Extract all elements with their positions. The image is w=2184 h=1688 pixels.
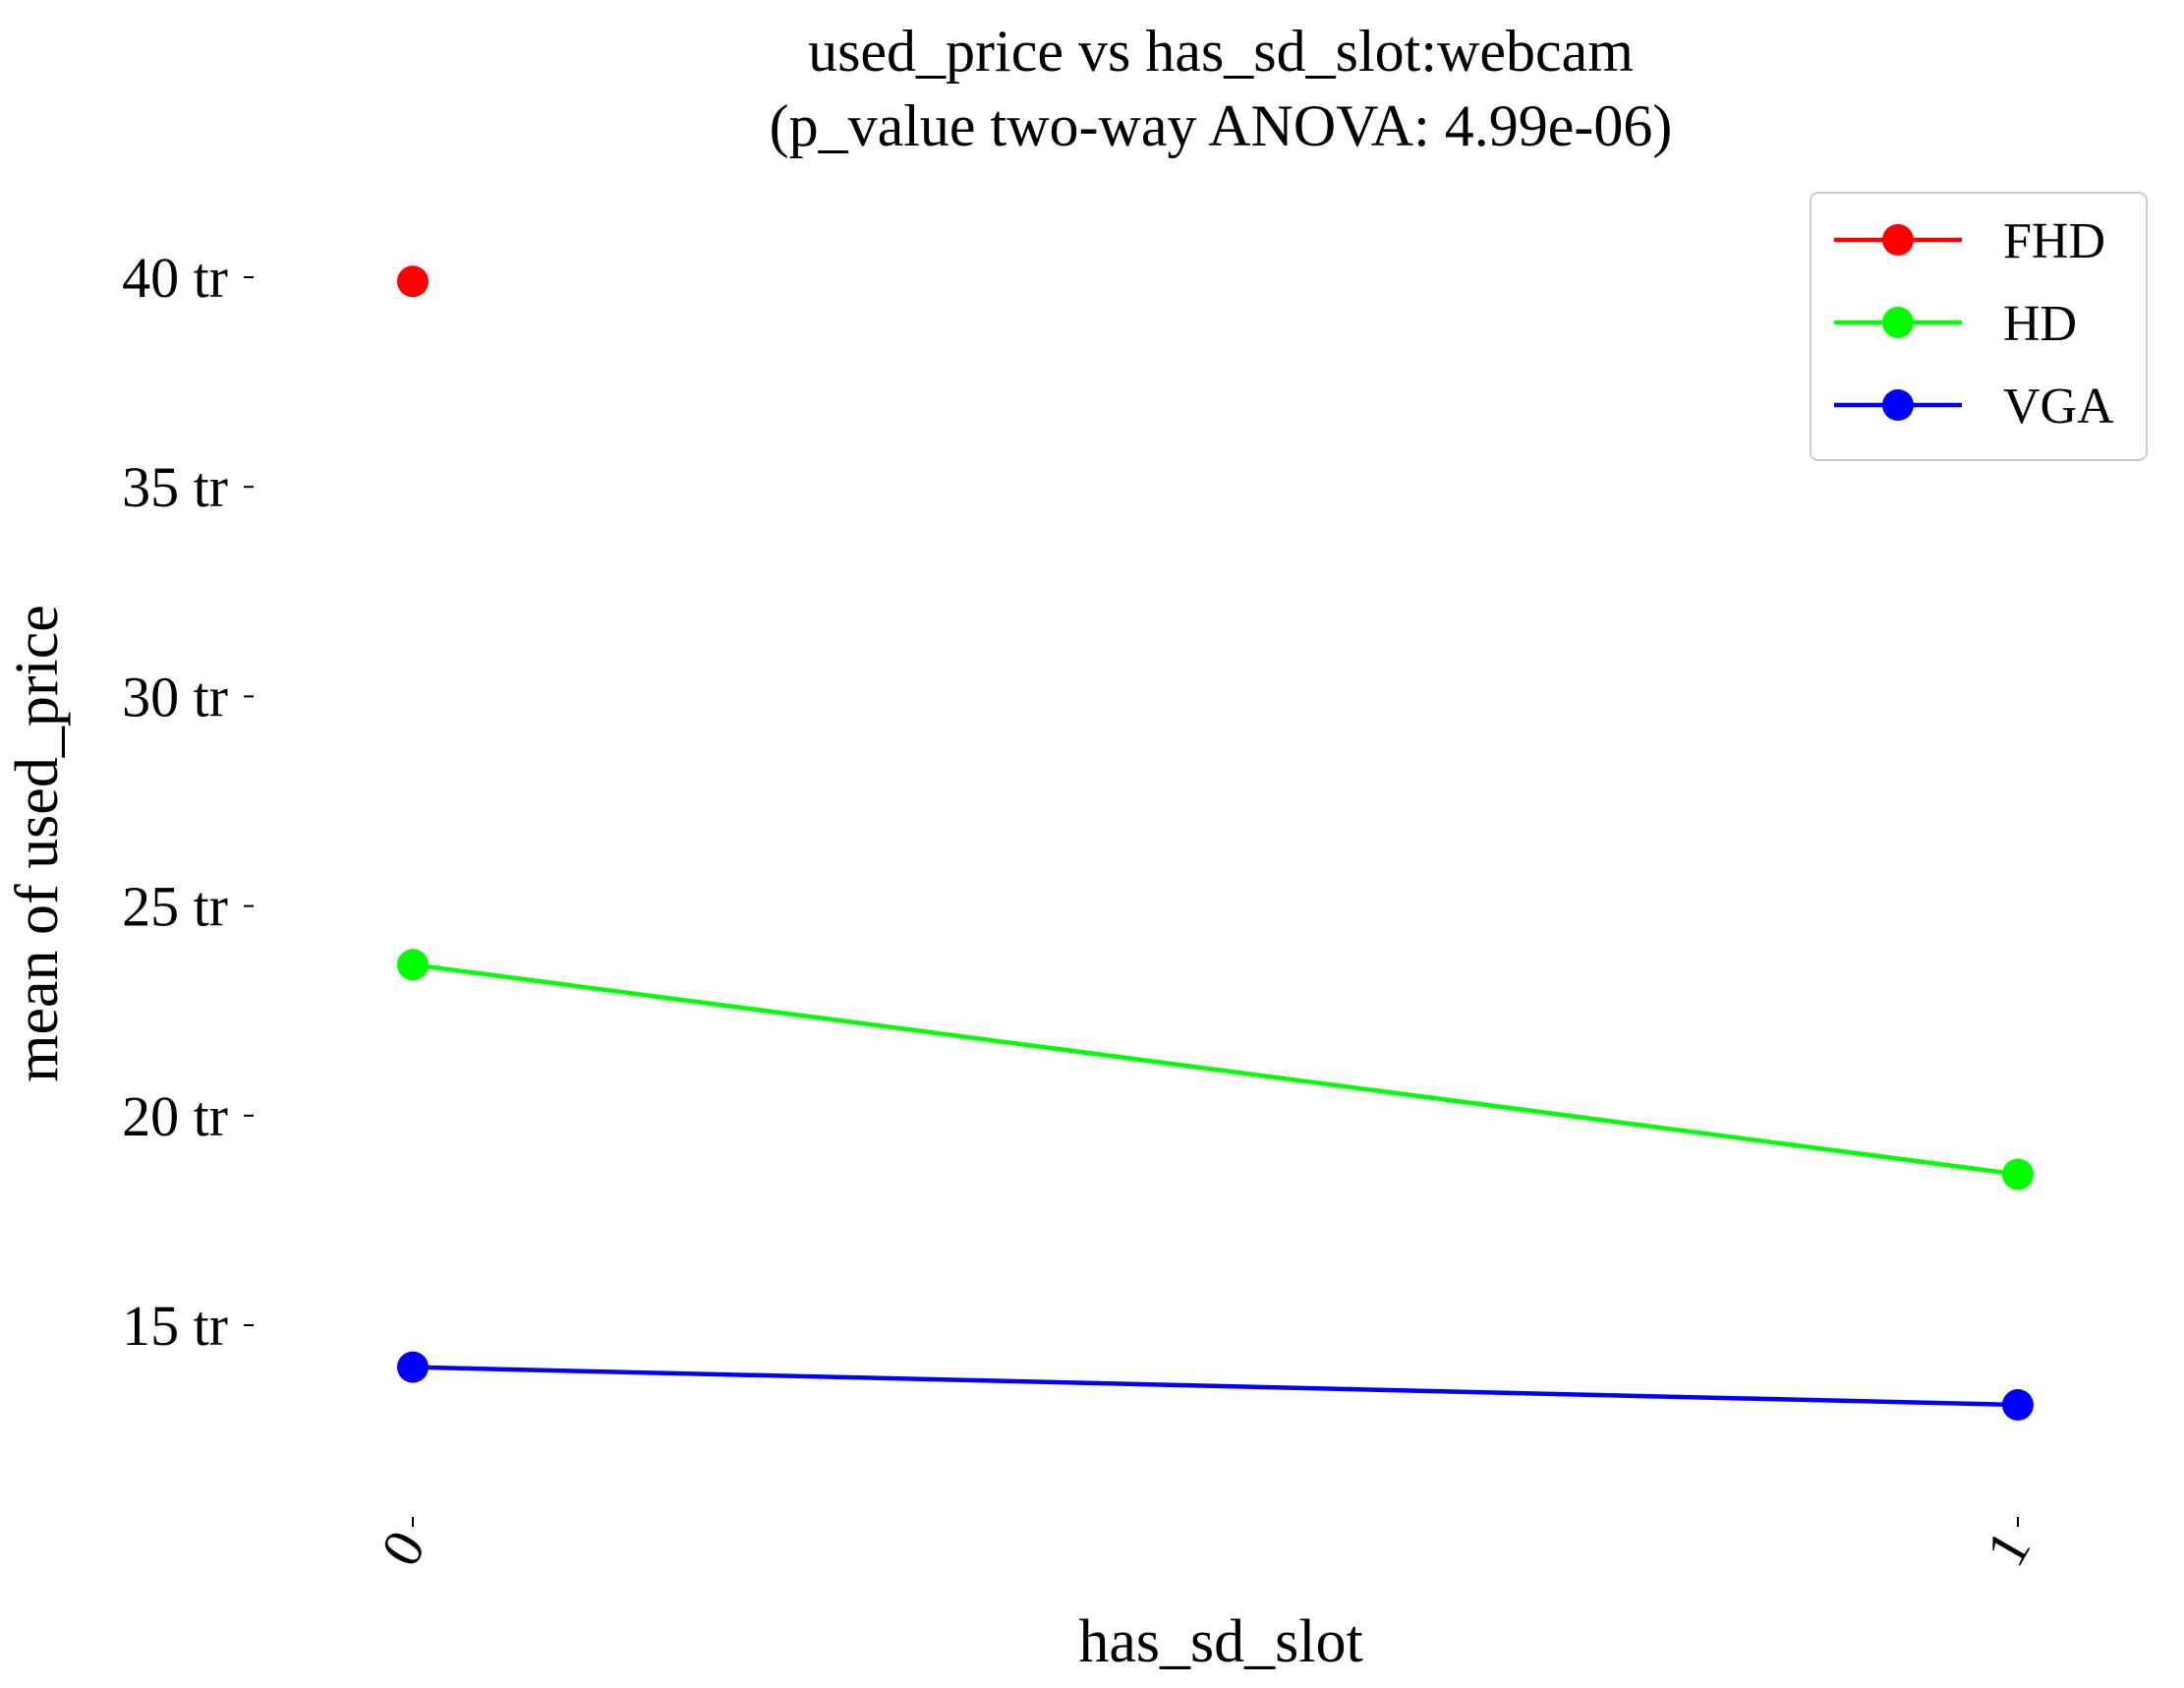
data-point [397,949,429,981]
legend-item-vga: VGA [1834,378,2114,435]
legend-label: FHD [2003,213,2105,269]
data-point [2002,1389,2034,1422]
series-fhd [397,265,429,298]
legend-label: VGA [2003,378,2114,435]
series-hd [397,949,2034,1191]
chart-title: used_price vs has_sd_slot:webcam [808,19,1634,84]
legend-item-fhd: FHD [1834,213,2105,269]
series-line [412,1365,2019,1408]
legend-marker [1882,389,1914,421]
x-tick-label: 1 [1973,1520,2042,1577]
chart-subtitle: (p_value two-way ANOVA: 4.99e-06) [770,93,1673,158]
legend: FHD HD VGA [1810,192,2148,461]
data-point [397,1351,429,1383]
y-axis: 15 tr 20 tr 25 tr 30 tr 35 tr 40 tr [122,246,254,1358]
data-point [2002,1158,2034,1191]
y-tick-label: 15 tr [122,1294,228,1358]
x-axis-label: has_sd_slot [1078,1608,1362,1675]
legend-item-hd: HD [1834,296,2077,352]
legend-marker [1882,307,1914,338]
y-tick-label: 25 tr [122,875,228,939]
data-point [397,265,429,298]
x-tick-label: 0 [368,1520,437,1577]
y-axis-label: mean of used_price [4,605,71,1081]
series-vga [397,1351,2034,1422]
y-tick-label: 30 tr [122,665,228,728]
legend-label: HD [2003,296,2077,352]
y-tick-label: 40 tr [122,246,228,310]
series-layer [397,265,2034,1422]
series-line [412,962,2019,1177]
legend-marker [1882,224,1914,256]
y-tick-label: 35 tr [122,455,228,519]
y-tick-label: 20 tr [122,1084,228,1148]
